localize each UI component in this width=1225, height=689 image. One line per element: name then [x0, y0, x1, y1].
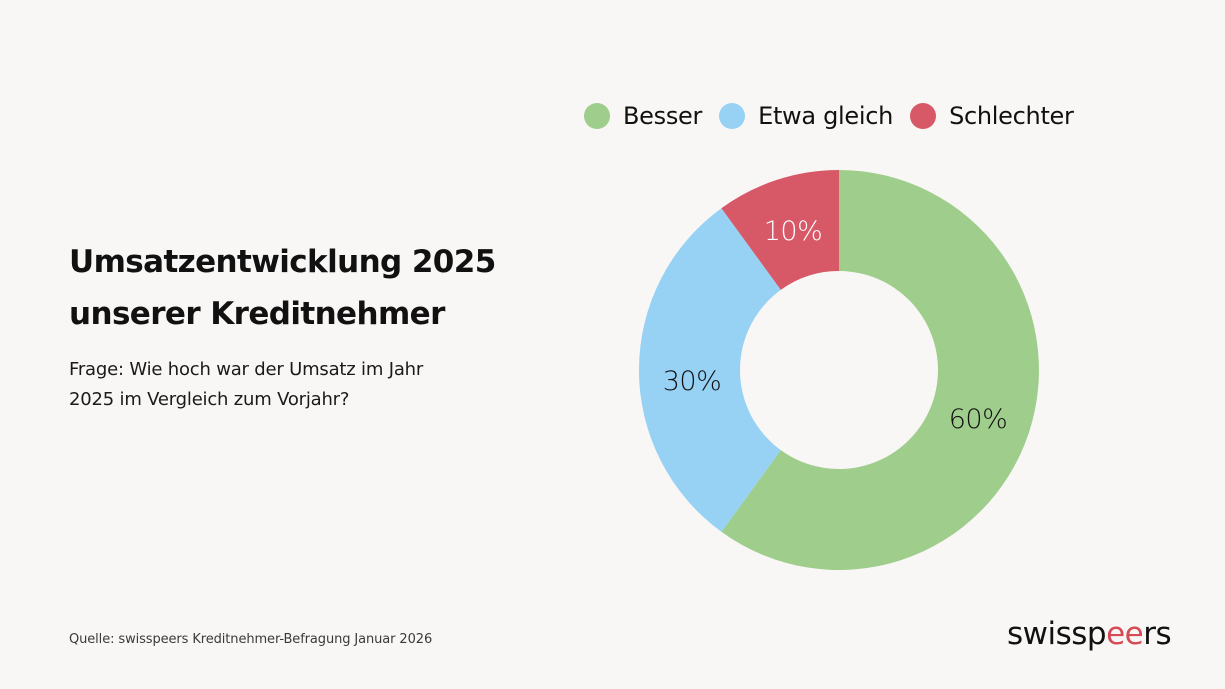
chart-title-line-2: unserer Kreditnehmer: [69, 296, 445, 332]
donut-segment-etwa-gleich: [638, 208, 781, 532]
logo-text-accent: ee: [1106, 616, 1144, 652]
donut-segment-besser: [721, 170, 1039, 570]
chart-title: Umsatzentwicklung 2025 unserer Kreditneh…: [69, 236, 529, 340]
chart-title-line-1: Umsatzentwicklung 2025: [69, 244, 496, 280]
chart-question: Frage: Wie hoch war der Umsatz im Jahr 2…: [69, 355, 489, 415]
legend-item-schlechter: Schlechter: [910, 102, 1074, 130]
legend-label-besser: Besser: [623, 102, 703, 130]
legend-label-schlechter: Schlechter: [949, 102, 1074, 130]
legend-dot-blue-icon: [719, 103, 746, 129]
segment-label-etwa-gleich: 30%: [663, 366, 722, 397]
chart-question-line-1: Frage: Wie hoch war der Umsatz im Jahr: [69, 359, 424, 380]
segment-label-schlechter: 10%: [764, 216, 823, 247]
donut-segment-schlechter: [721, 169, 839, 290]
legend-item-etwa-gleich: Etwa gleich: [719, 102, 893, 130]
source-note: Quelle: swisspeers Kreditnehmer-Befragun…: [69, 632, 433, 647]
legend-dot-red-icon: [910, 103, 937, 129]
chart-question-line-2: 2025 im Vergleich zum Vorjahr?: [69, 389, 350, 410]
logo-text-pre: swissp: [1007, 616, 1107, 652]
swisspeers-logo: swisspeers: [1007, 614, 1172, 654]
segment-label-besser: 60%: [949, 404, 1008, 435]
logo-text-post: rs: [1143, 616, 1172, 652]
legend-label-etwa-gleich: Etwa gleich: [758, 102, 894, 130]
legend-dot-green-icon: [584, 103, 610, 129]
chart-legend: Besser Etwa gleich Schlechter: [584, 98, 1091, 134]
legend-item-besser: Besser: [584, 102, 702, 130]
